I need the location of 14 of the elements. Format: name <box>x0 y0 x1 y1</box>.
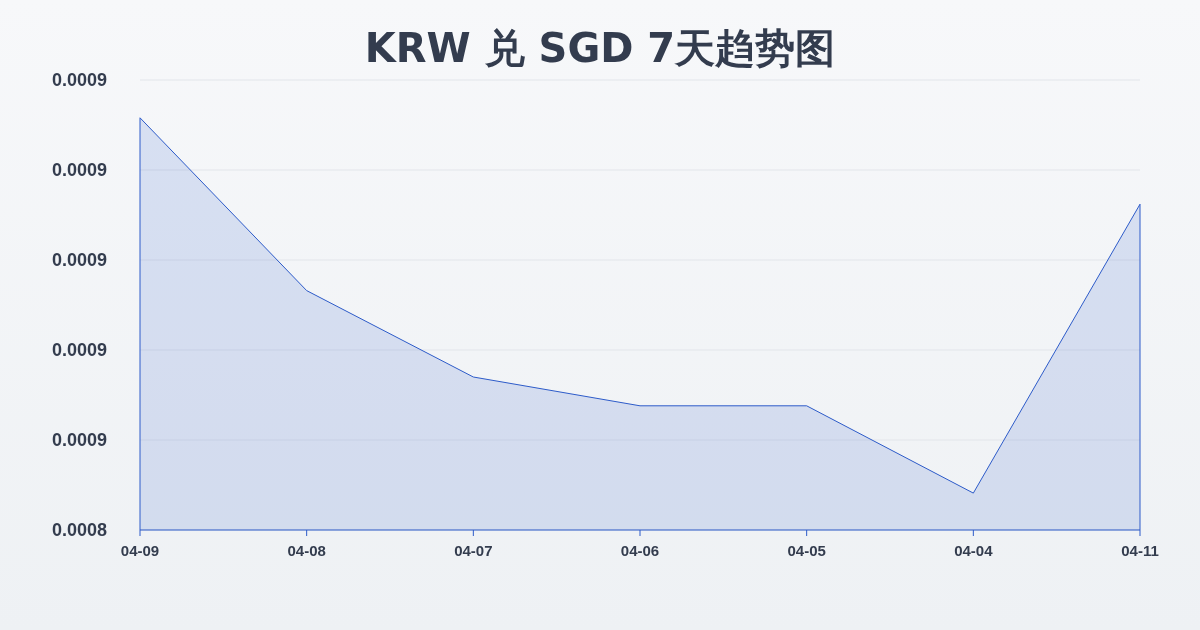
y-tick-label: 0.0008 <box>52 520 108 540</box>
y-tick-label: 0.0009 <box>52 340 108 360</box>
x-tick-label: 04-07 <box>454 542 493 559</box>
y-tick-label: 0.0009 <box>52 430 108 450</box>
x-tick-label: 04-04 <box>954 542 994 559</box>
x-tick-label: 04-09 <box>120 542 160 559</box>
x-tick-label: 04-05 <box>787 542 826 559</box>
x-tick-label: 04-11 <box>1121 542 1159 559</box>
chart-title: KRW 兑 SGD 7天趋势图 <box>364 25 836 71</box>
y-tick-label: 0.0009 <box>52 250 108 270</box>
x-tick-label: 04-08 <box>287 542 326 559</box>
x-tick-label: 04-06 <box>620 542 660 559</box>
y-tick-label: 0.0009 <box>52 160 108 180</box>
y-tick-label: 0.0009 <box>52 70 108 90</box>
